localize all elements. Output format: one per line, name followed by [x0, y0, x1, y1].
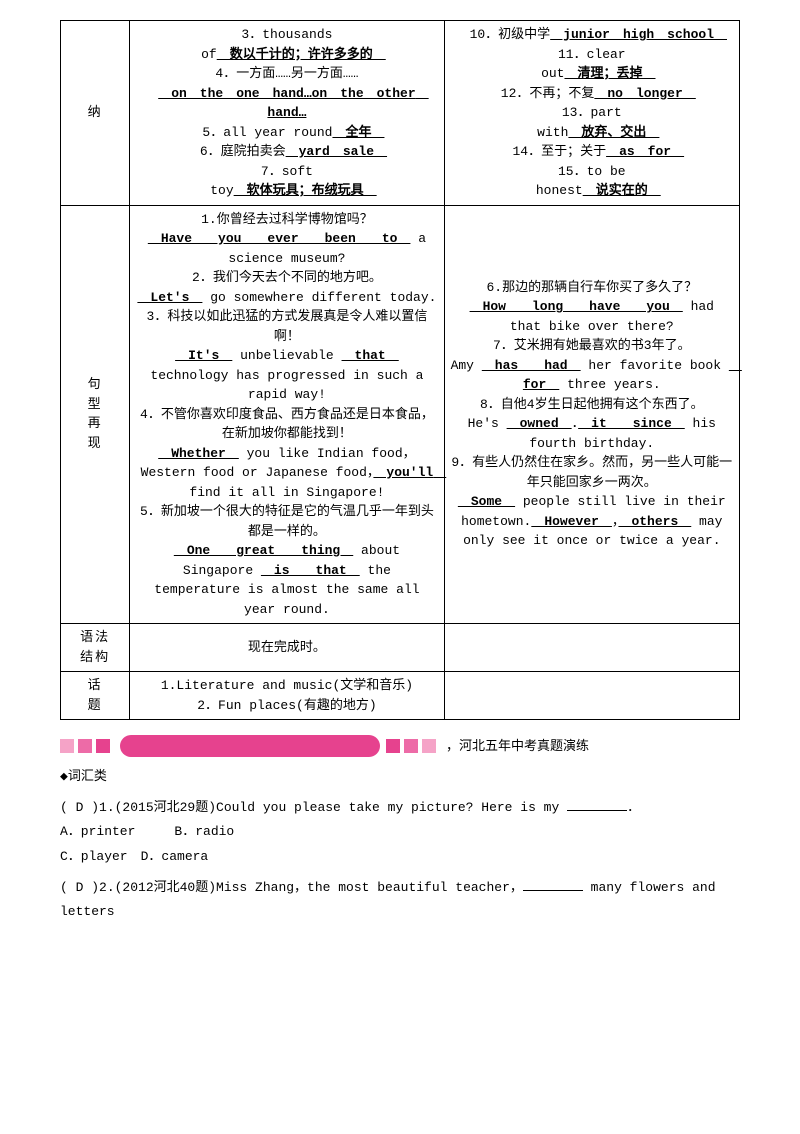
blank-answer: others: [618, 514, 691, 529]
row-header: 纳: [61, 21, 130, 206]
cell: 1.你曾经去过科学博物馆吗？ Have you ever been to a s…: [130, 205, 444, 624]
blank-answer: it since: [578, 416, 685, 431]
text: 15．to be: [558, 164, 626, 179]
cell: 10．初级中学 junior high school 11．clear out …: [444, 21, 739, 206]
text: 13．part: [562, 105, 622, 120]
banner-label: ，河北五年中考真题演练: [446, 736, 589, 756]
text: technology has progressed in such a rapi…: [150, 368, 423, 403]
blank-answer: However: [531, 514, 612, 529]
table-row: 纳 3．thousands of 数以千计的；许许多多的 4．一方面……另一方面…: [61, 21, 740, 206]
answer-mark: ( D ): [60, 880, 99, 895]
text: 2．我们今天去个不同的地方吧。: [192, 270, 382, 285]
content-table: 纳 3．thousands of 数以千计的；许许多多的 4．一方面……另一方面…: [60, 20, 740, 720]
row-header: 句 型 再 现: [61, 205, 130, 624]
text: 7．soft: [261, 164, 313, 179]
banner-bar: [120, 735, 380, 757]
text: 9．有些人仍然住在家乡。然而，另一些人可能一年只能回家乡一两次。: [451, 455, 732, 490]
text: three years.: [559, 377, 660, 392]
text: 6．庭院拍卖会: [200, 144, 286, 159]
fill-blank: [523, 877, 583, 891]
row-header: 语法 结构: [61, 624, 130, 672]
blank-answer: Have you ever been to: [148, 231, 411, 246]
text: her favorite book: [581, 358, 729, 373]
table-row: 话 题 1.Literature and music(文学和音乐) 2．Fun …: [61, 672, 740, 720]
square-icon: [96, 739, 110, 753]
blank-answer: 放弃、交出: [568, 125, 659, 140]
text: 4．一方面……另一方面……: [215, 66, 358, 81]
row-header: 话 题: [61, 672, 130, 720]
blank-answer: 全年: [332, 125, 384, 140]
question-stem: 1.(2015河北29题)Could you please take my pi…: [99, 800, 567, 815]
square-icon: [60, 739, 74, 753]
text: 8．自他4岁生日起他拥有这个东西了。: [480, 397, 704, 412]
square-icon: [386, 739, 400, 753]
question-item: ( D )2.(2012河北40题)Miss Zhang，the most be…: [60, 876, 740, 925]
blank-answer: on the one hand…on the other hand…: [158, 86, 428, 121]
blank-answer: 说实在的: [583, 183, 661, 198]
fill-blank: [567, 797, 627, 811]
text: He's: [468, 416, 507, 431]
text: 3．thousands: [241, 27, 332, 42]
blank-answer: that: [342, 348, 399, 363]
text: 10．初级中学: [470, 27, 551, 42]
cell: [444, 624, 739, 672]
blank-answer: is that: [261, 563, 360, 578]
text: 11．clear: [558, 47, 626, 62]
text: find it all in Singapore!: [189, 485, 384, 500]
text: 7．艾米拥有她最喜欢的书3年了。: [493, 338, 691, 353]
question-stem: 2.(2012河北40题)Miss Zhang，the most beautif…: [99, 880, 523, 895]
blank-answer: yard sale: [286, 144, 387, 159]
text: of: [201, 47, 217, 62]
text: go somewhere different today.: [202, 290, 436, 305]
blank-answer: owned: [507, 416, 572, 431]
blank-answer: junior high school: [550, 27, 727, 42]
blank-answer: It's: [175, 348, 232, 363]
square-icon: [422, 739, 436, 753]
square-icon: [404, 739, 418, 753]
blank-answer: Whether: [158, 446, 239, 461]
cell: 6.那边的那辆自行车你买了多久了？ How long have you had …: [444, 205, 739, 624]
text: 5．all year round: [202, 125, 332, 140]
text: 6.那边的那辆自行车你买了多久了？: [486, 280, 697, 295]
cell: 1.Literature and music(文学和音乐) 2．Fun plac…: [130, 672, 444, 720]
text: unbelievable: [232, 348, 341, 363]
text: honest: [536, 183, 583, 198]
text: 1.你曾经去过科学博物馆吗？: [201, 212, 373, 227]
cell: 现在完成时。: [130, 624, 444, 672]
answer-mark: ( D ): [60, 800, 99, 815]
question-item: ( D )1.(2015河北29题)Could you please take …: [60, 796, 740, 870]
square-icon: [78, 739, 92, 753]
blank-answer: 软体玩具；布绒玩具: [234, 183, 377, 198]
text: Amy: [451, 358, 482, 373]
blank-answer: Some: [458, 494, 515, 509]
blank-answer: has had: [482, 358, 581, 373]
blank-answer: you'll: [373, 465, 446, 480]
text: 12．不再；不复: [501, 86, 595, 101]
table-row: 句 型 再 现 1.你曾经去过科学博物馆吗？ Have you ever bee…: [61, 205, 740, 624]
blank-answer: 清理；丢掉: [564, 66, 655, 81]
options: A．printer B．radio C．player D．camera: [60, 824, 234, 864]
cell: 3．thousands of 数以千计的；许许多多的 4．一方面……另一方面………: [130, 21, 444, 206]
blank-answer: How long have you: [470, 299, 683, 314]
text: toy: [210, 183, 233, 198]
blank-answer: as for: [606, 144, 684, 159]
text: out: [541, 66, 564, 81]
text: 4．不管你喜欢印度食品、西方食品还是日本食品，在新加坡你都能找到！: [140, 407, 434, 442]
table-row: 语法 结构 现在完成时。: [61, 624, 740, 672]
text: with: [537, 125, 568, 140]
blank-answer: no longer: [594, 86, 695, 101]
cell: [444, 672, 739, 720]
text: 3．科技以如此迅猛的方式发展真是令人难以置信啊！: [147, 309, 428, 344]
blank-answer: 数以千计的；许许多多的: [217, 47, 386, 62]
text: 14．至于；关于: [512, 144, 606, 159]
section-title: ◆词汇类: [60, 765, 740, 790]
section-banner: ，河北五年中考真题演练: [60, 735, 740, 757]
blank-answer: One great thing: [174, 543, 353, 558]
blank-answer: Let's: [137, 290, 202, 305]
text: 5．新加坡一个很大的特征是它的气温几乎一年到头都是一样的。: [140, 504, 434, 539]
